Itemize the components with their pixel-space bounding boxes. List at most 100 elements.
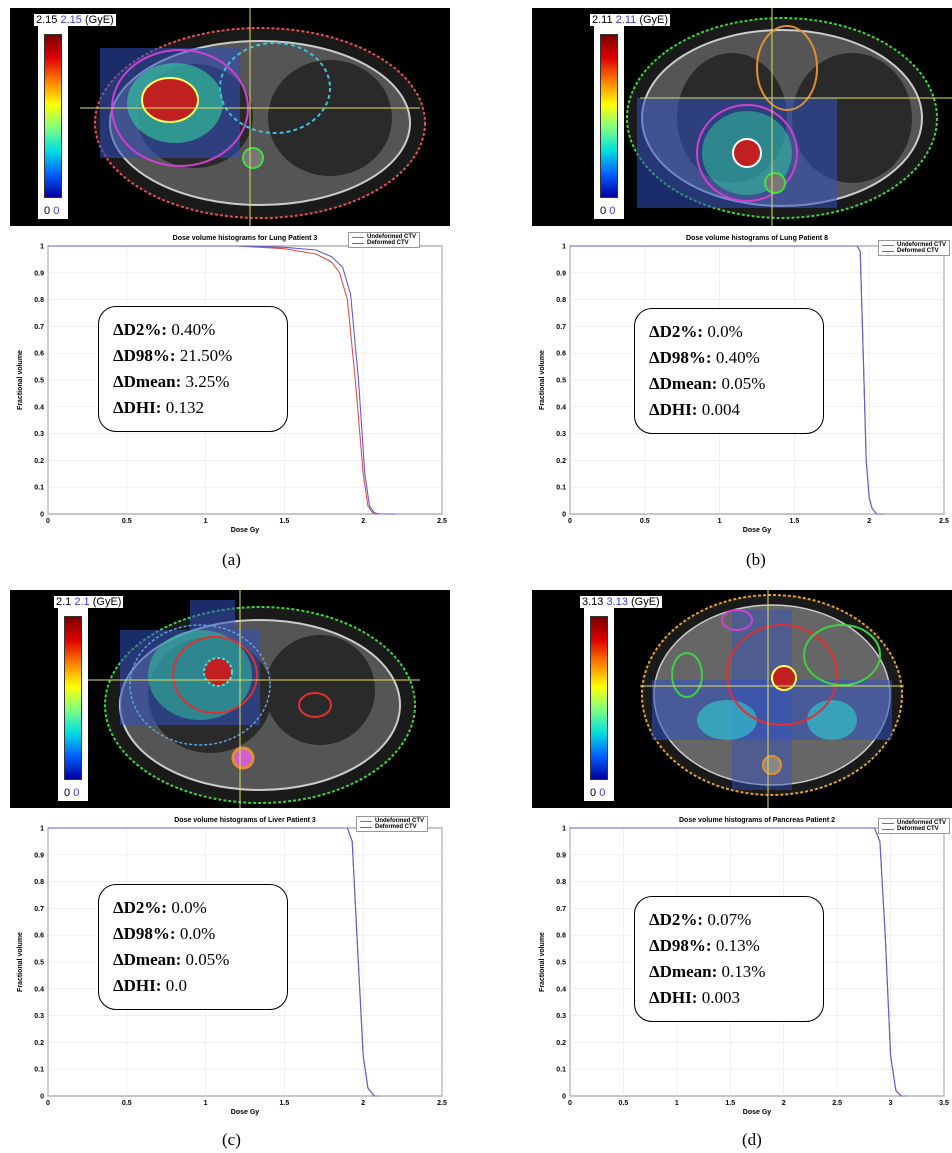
stat-label: ΔDmean: [113, 950, 181, 969]
y-tick-label: 0.2 [556, 458, 566, 465]
x-tick-label: 1.5 [790, 518, 800, 525]
stat-label: ΔDHI: [113, 976, 161, 995]
stat-value: 0.004 [702, 400, 740, 419]
x-tick-label: 2 [361, 518, 365, 525]
legend-item-deformed: Deformed CTV [352, 240, 416, 246]
figure-panel-b: 2.11 2.11 (GyE) 0 0 0 0.5 1 1.5 2 2.5 0 0.1 0.2 0… [532, 8, 952, 538]
stat-label: ΔDHI: [113, 398, 161, 417]
x-tick-label: 2.5 [437, 518, 447, 525]
stat-value: 0.05% [722, 374, 766, 393]
colorbar-gradient [590, 616, 608, 780]
stat-value: 0.003 [702, 988, 740, 1007]
y-tick-label: 0.7 [34, 324, 44, 331]
y-axis-label: Fractional volume [17, 350, 24, 410]
x-tick-label: 1.5 [280, 518, 290, 525]
stat-value: 0.0% [171, 898, 206, 917]
dose-colorbar: 2.1 2.1 (GyE) 0 0 [58, 596, 88, 801]
chart-legend: Undeformed CTV Deformed CTV [878, 818, 950, 834]
stat-dhi: ΔDHI: 0.0 [113, 973, 273, 999]
chart-title: Dose volume histograms of Lung Patient 8 [686, 235, 828, 242]
y-tick-label: 0.5 [34, 378, 44, 385]
ct-dose-image: 3.13 3.13 (GyE) 0 0 [532, 590, 952, 808]
legend-swatch [882, 823, 894, 824]
y-tick-label: 0.8 [34, 297, 44, 304]
x-tick-label: 0 [568, 1100, 572, 1107]
dvh-plot: 0 0.5 1 1.5 2 2.5 0 0.1 0.2 0.3 0.4 0.5 0.6 0.7 0.8 0.9… [10, 226, 450, 538]
x-tick-label: 0.5 [122, 1100, 132, 1107]
y-tick-label: 1 [40, 244, 44, 251]
y-tick-label: 0 [562, 1094, 566, 1101]
y-tick-label: 1 [40, 826, 44, 833]
stat-d2: ΔD2%: 0.0% [649, 319, 809, 345]
colorbar-max-label: 2.1 2.1 (GyE) [54, 596, 123, 608]
y-axis-label: Fractional volume [539, 932, 546, 992]
colorbar-gradient [64, 616, 82, 780]
stat-label: ΔDmean: [649, 374, 717, 393]
legend-swatch [360, 827, 372, 828]
caption-b: (b) [746, 550, 766, 570]
legend-label: Deformed CTV [897, 826, 939, 832]
legend-item-deformed: Deformed CTV [360, 824, 424, 830]
colorbar-max-blue: 3.13 [606, 596, 627, 608]
y-tick-label: 0.7 [556, 906, 566, 913]
stat-label: ΔD2%: [649, 910, 703, 929]
colorbar-unit: (GyE) [631, 596, 660, 608]
x-tick-label: 0.5 [640, 518, 650, 525]
y-tick-label: 0.9 [556, 270, 566, 277]
figure-panel-d: 3.13 3.13 (GyE) 0 0 0 0.5 1 1.5 2 2.5 3 3.5 0 0.1… [532, 590, 952, 1120]
x-tick-label: 0.5 [619, 1100, 629, 1107]
stat-value: 21.50% [180, 346, 232, 365]
x-axis-label: Dose Gy [231, 527, 260, 534]
stat-d98: ΔD98%: 21.50% [113, 343, 273, 369]
dose-colorbar: 2.15 2.15 (GyE) 0 0 [38, 14, 68, 219]
chart-title: Dose volume histograms of Pancreas Patie… [679, 817, 835, 824]
stat-label: ΔDmean: [649, 962, 717, 981]
y-tick-label: 0.4 [34, 404, 44, 411]
x-tick-label: 2 [361, 1100, 365, 1107]
y-tick-label: 0.8 [556, 879, 566, 886]
legend-swatch [882, 829, 894, 830]
stat-value: 0.0 [166, 976, 187, 995]
stat-value: 0.07% [707, 910, 751, 929]
y-tick-label: 0.1 [34, 1067, 44, 1074]
y-tick-label: 0.9 [34, 852, 44, 859]
stats-box: ΔD2%: 0.0% ΔD98%: 0.0% ΔDmean: 0.05% ΔDH… [98, 884, 288, 1010]
stat-d98: ΔD98%: 0.13% [649, 933, 809, 959]
colorbar-min-blue: 0 [73, 787, 79, 799]
stat-value: 0.13% [722, 962, 766, 981]
y-tick-label: 0.9 [556, 852, 566, 859]
stat-d98: ΔD98%: 0.40% [649, 345, 809, 371]
stat-value: 3.25% [186, 372, 230, 391]
colorbar-unit: (GyE) [85, 14, 114, 26]
colorbar-gradient [44, 34, 62, 198]
stat-value: 0.0% [180, 924, 215, 943]
stat-label: ΔD2%: [649, 322, 703, 341]
y-axis-label: Fractional volume [17, 932, 24, 992]
x-tick-label: 2.5 [832, 1100, 842, 1107]
y-tick-label: 0.9 [34, 270, 44, 277]
stats-box: ΔD2%: 0.0% ΔD98%: 0.40% ΔDmean: 0.05% ΔD… [634, 308, 824, 434]
stat-d98: ΔD98%: 0.0% [113, 921, 273, 947]
colorbar-unit: (GyE) [639, 14, 668, 26]
colorbar-min-label: 0 0 [44, 205, 59, 217]
ct-dose-image: 2.11 2.11 (GyE) 0 0 [532, 8, 952, 226]
colorbar-max-label: 2.15 2.15 (GyE) [34, 14, 116, 26]
x-tick-label: 2 [867, 518, 871, 525]
y-tick-label: 0.2 [34, 458, 44, 465]
y-tick-label: 0.6 [556, 933, 566, 940]
chart-title: Dose volume histograms for Lung Patient … [173, 235, 318, 242]
figure-panel-a: 2.15 2.15 (GyE) 0 0 0 0.5 1 1.5 2 2.5 0 0.1 0.2 0… [10, 8, 450, 538]
y-tick-label: 0.3 [34, 431, 44, 438]
chart-legend: Undeformed CTV Deformed CTV [878, 240, 950, 256]
chart-legend: Undeformed CTV Deformed CTV [348, 232, 420, 248]
stats-box: ΔD2%: 0.40% ΔD98%: 21.50% ΔDmean: 3.25% … [98, 306, 288, 432]
colorbar-min-label: 0 0 [590, 787, 605, 799]
x-tick-label: 3 [889, 1100, 893, 1107]
stat-label: ΔD2%: [113, 320, 167, 339]
chart-title: Dose volume histograms of Liver Patient … [174, 817, 316, 824]
colorbar-min-label: 0 0 [64, 787, 79, 799]
x-tick-label: 0 [46, 518, 50, 525]
legend-swatch [882, 245, 894, 246]
stat-label: ΔD2%: [113, 898, 167, 917]
stat-value: 0.40% [716, 348, 760, 367]
